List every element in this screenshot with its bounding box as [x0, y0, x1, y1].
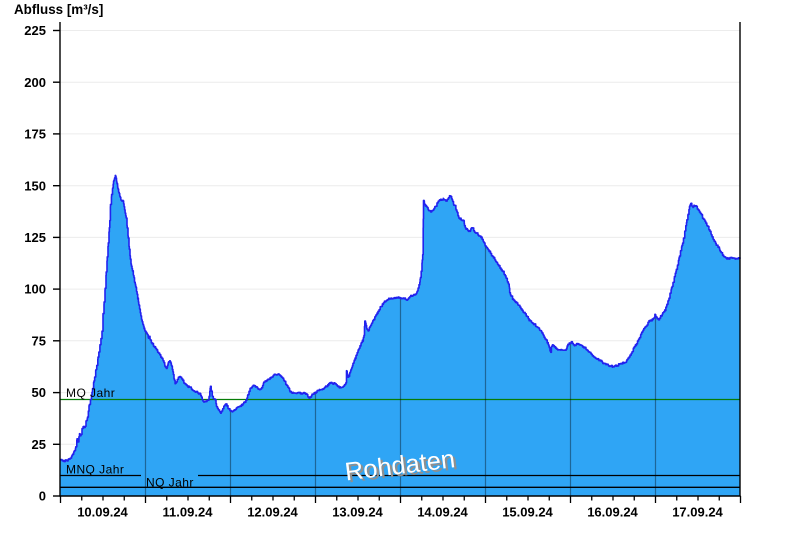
svg-text:25: 25	[32, 437, 46, 452]
svg-text:15.09.24: 15.09.24	[502, 505, 553, 520]
svg-text:225: 225	[24, 23, 46, 38]
svg-text:Abfluss [m³/s]: Abfluss [m³/s]	[14, 2, 103, 17]
svg-text:MQ Jahr: MQ Jahr	[66, 386, 115, 400]
svg-text:100: 100	[24, 282, 46, 297]
svg-text:200: 200	[24, 75, 46, 90]
svg-text:12.09.24: 12.09.24	[247, 505, 298, 520]
svg-text:11.09.24: 11.09.24	[163, 505, 214, 520]
svg-text:10.09.24: 10.09.24	[77, 505, 128, 520]
svg-text:75: 75	[32, 333, 46, 348]
svg-text:14.09.24: 14.09.24	[417, 505, 468, 520]
svg-text:0: 0	[39, 489, 46, 504]
svg-text:NQ Jahr: NQ Jahr	[146, 475, 194, 489]
svg-text:MNQ Jahr: MNQ Jahr	[66, 463, 124, 477]
svg-text:13.09.24: 13.09.24	[332, 505, 383, 520]
svg-text:175: 175	[24, 127, 46, 142]
svg-text:50: 50	[32, 385, 46, 400]
svg-text:125: 125	[24, 230, 46, 245]
svg-text:17.09.24: 17.09.24	[672, 505, 723, 520]
svg-text:150: 150	[24, 178, 46, 193]
svg-text:16.09.24: 16.09.24	[587, 505, 638, 520]
